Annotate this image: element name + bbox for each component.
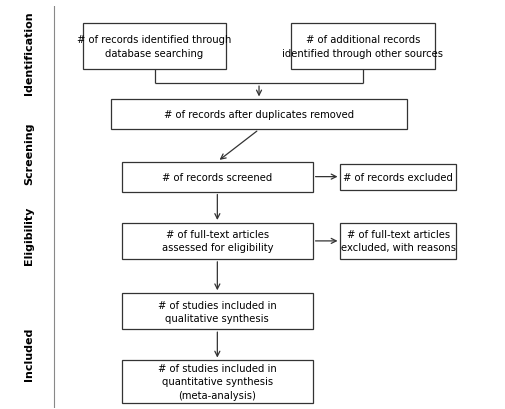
Text: # of studies included in
qualitative synthesis: # of studies included in qualitative syn…: [158, 300, 277, 323]
Text: Identification: Identification: [24, 11, 34, 94]
Text: Eligibility: Eligibility: [24, 206, 34, 264]
Text: # of records identified through
database searching: # of records identified through database…: [77, 36, 232, 58]
Text: Screening: Screening: [24, 122, 34, 184]
Text: # of records screened: # of records screened: [162, 172, 273, 182]
FancyBboxPatch shape: [122, 360, 313, 402]
FancyBboxPatch shape: [340, 223, 456, 259]
FancyBboxPatch shape: [122, 162, 313, 192]
FancyBboxPatch shape: [291, 24, 435, 70]
Text: # of studies included in
quantitative synthesis
(meta-analysis): # of studies included in quantitative sy…: [158, 364, 277, 400]
Text: # of records after duplicates removed: # of records after duplicates removed: [164, 110, 354, 120]
FancyBboxPatch shape: [340, 164, 456, 190]
Text: # of full-text articles
excluded, with reasons: # of full-text articles excluded, with r…: [341, 230, 456, 253]
Text: Included: Included: [24, 327, 34, 380]
FancyBboxPatch shape: [111, 100, 407, 130]
Text: # of full-text articles
assessed for eligibility: # of full-text articles assessed for eli…: [162, 230, 273, 253]
FancyBboxPatch shape: [122, 223, 313, 259]
Text: # of additional records
identified through other sources: # of additional records identified throu…: [282, 36, 443, 58]
FancyBboxPatch shape: [83, 24, 226, 70]
Text: # of records excluded: # of records excluded: [343, 172, 453, 182]
FancyBboxPatch shape: [122, 293, 313, 330]
